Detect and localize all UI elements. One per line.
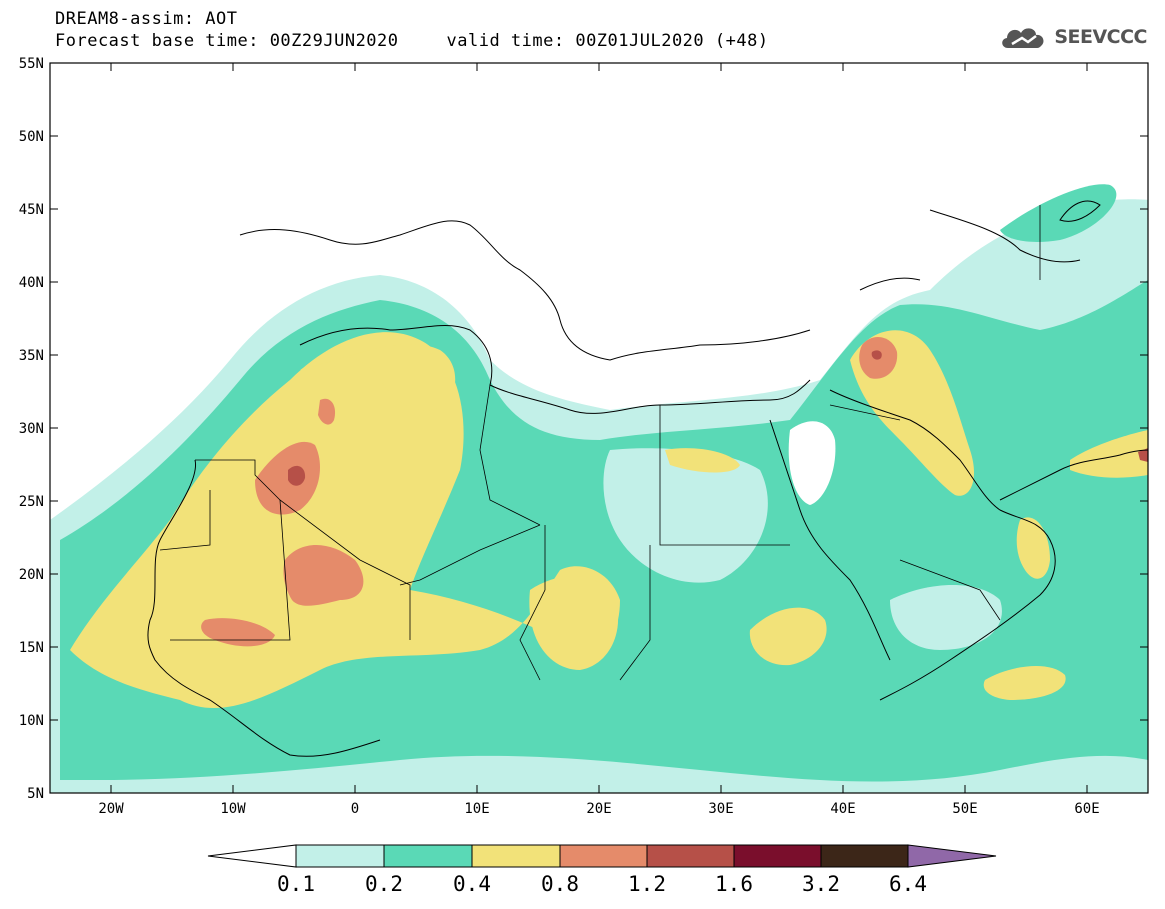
colorbar-label-1.2: 1.2: [628, 872, 666, 896]
aot-level-0.2-caucasus: [1000, 184, 1117, 242]
lon-label-10w: 10W: [220, 801, 246, 817]
aot-level-0.4-egypt-north: [665, 448, 740, 473]
lat-axis: 55N 50N 45N 40N 35N 30N 25N 20N 15N 10N …: [19, 56, 1148, 802]
aot-level-0.8-mali: [283, 545, 364, 606]
colorbar-low-arrow: [207, 844, 297, 868]
colorbar: [207, 844, 997, 868]
colorbar-label-0.4: 0.4: [453, 872, 491, 896]
lon-label-40e: 40E: [830, 801, 855, 817]
lat-label-35n: 35N: [19, 348, 44, 364]
lon-axis: 20W 10W 0 10E 20E 30E 40E 50E 60E: [98, 63, 1100, 817]
aot-clear-egypt: [788, 421, 836, 505]
lat-label-15n: 15N: [19, 640, 44, 656]
aot-level-0.4-arabian-sea: [983, 665, 1066, 700]
lat-label-10n: 10N: [19, 713, 44, 729]
aot-level-0.8-mauritania: [255, 441, 320, 515]
lon-label-10e: 10E: [464, 801, 489, 817]
lon-label-50e: 50E: [952, 801, 977, 817]
cloud-icon: [1002, 28, 1044, 48]
lat-label-50n: 50N: [19, 129, 44, 145]
colorbar-swatch-0.2: [383, 844, 473, 868]
aot-level-0.8-morocco: [318, 398, 336, 425]
aot-level-0.4-oman: [1016, 517, 1050, 579]
time-row: Forecast base time: 00Z29JUN2020 valid ti…: [55, 30, 769, 52]
aot-field: [50, 184, 1148, 793]
logo-text: SEEVCCC: [1054, 26, 1147, 48]
aot-level-0.4-sudan: [749, 607, 827, 666]
colorbar-swatch-1.6: [733, 844, 822, 868]
aot-gap-east-med: [603, 448, 768, 583]
lon-label-0: 0: [351, 801, 359, 817]
seevccc-logo: SEEVCCC: [998, 22, 1147, 52]
lat-label-20n: 20N: [19, 567, 44, 583]
aot-gap-arabia: [890, 585, 1002, 650]
aot-level-0.8-senegal: [201, 618, 275, 647]
colorbar-swatch-0.4: [471, 844, 561, 868]
colorbar-labels: 0.1 0.2 0.4 0.8 1.2 1.6 3.2 6.4: [277, 872, 927, 896]
lat-label-25n: 25N: [19, 494, 44, 510]
aot-level-1.2-pakistan: [1138, 448, 1148, 462]
base-time: Forecast base time: 00Z29JUN2020: [55, 31, 399, 51]
lat-label-40n: 40N: [19, 275, 44, 291]
colorbar-label-0.8: 0.8: [541, 872, 579, 896]
colorbar-label-0.1: 0.1: [277, 872, 315, 896]
lon-label-20w: 20W: [98, 801, 124, 817]
aot-level-1.2-iraq: [871, 350, 882, 360]
colorbar-swatch-0.8: [559, 844, 648, 868]
aot-level-0.4-pakistan: [1070, 430, 1148, 478]
colorbar-swatch-1.2: [646, 844, 735, 868]
lat-label-5n: 5N: [27, 786, 44, 802]
lat-label-30n: 30N: [19, 421, 44, 437]
colorbar-label-1.6: 1.6: [715, 872, 753, 896]
colorbar-swatch-3.2: [820, 844, 909, 868]
lon-label-60e: 60E: [1074, 801, 1099, 817]
aot-level-0.4-chad: [529, 576, 619, 670]
colorbar-swatch-0.1: [295, 844, 385, 868]
lat-label-45n: 45N: [19, 202, 44, 218]
colorbar-label-6.4: 6.4: [889, 872, 927, 896]
colorbar-label-3.2: 3.2: [802, 872, 840, 896]
colorbar-high-arrow: [907, 844, 997, 868]
colorbar-label-0.2: 0.2: [365, 872, 403, 896]
aot-level-1.2-mauritania: [288, 465, 306, 486]
valid-time: valid time: 00Z01JUL2020 (+48): [446, 31, 769, 51]
lon-label-20e: 20E: [586, 801, 611, 817]
lon-label-30e: 30E: [708, 801, 733, 817]
map-title: DREAM8-assim: AOT: [55, 9, 238, 29]
borders: [159, 205, 1041, 681]
lat-label-55n: 55N: [19, 56, 44, 72]
coastlines: [147, 200, 1148, 757]
map-header: DREAM8-assim: AOT Forecast base time: 00…: [55, 8, 769, 52]
aot-level-0.4-sahara-north: [300, 344, 456, 411]
aot-level-0.4-west-africa: [70, 332, 620, 709]
